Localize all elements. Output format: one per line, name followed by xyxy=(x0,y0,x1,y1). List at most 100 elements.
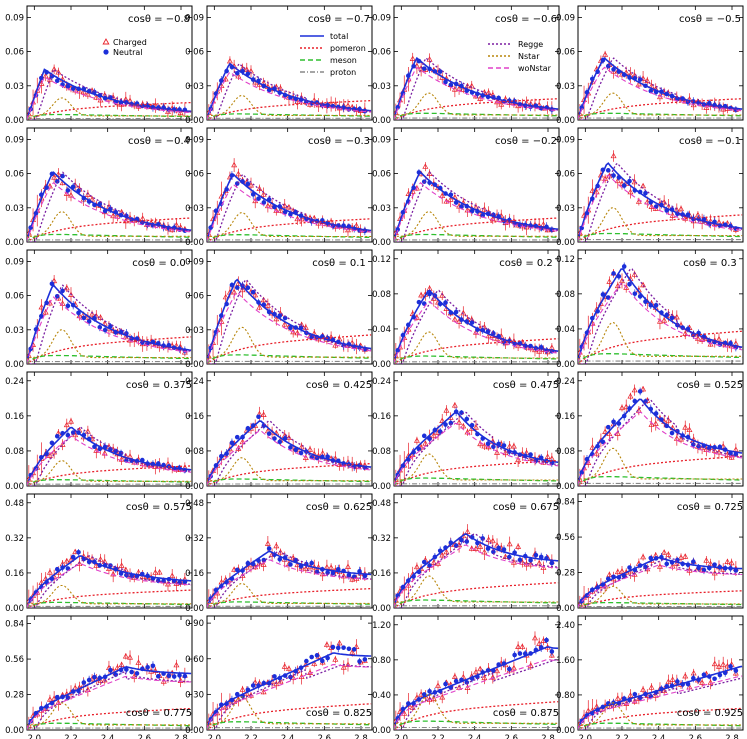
charged-point xyxy=(661,317,668,323)
neutral-point xyxy=(145,664,150,670)
charged-point xyxy=(394,476,399,482)
nstar-line xyxy=(27,584,192,608)
neutral-point xyxy=(611,173,616,178)
y-tick-label: 0.03 xyxy=(5,204,24,214)
charged-point xyxy=(68,418,74,424)
total-line xyxy=(578,556,743,608)
regge-line xyxy=(578,162,743,242)
charged-point xyxy=(699,679,706,685)
panel-19: 0.00 0.28 0.56 0.84 cosθ = 0.725 xyxy=(556,493,744,614)
charged-point xyxy=(498,101,505,107)
legend-label: Charged xyxy=(113,38,147,47)
y-tick-label: 0.03 xyxy=(185,326,204,336)
total-line xyxy=(27,426,192,486)
charged-point xyxy=(294,561,301,568)
charged-point xyxy=(732,670,739,676)
y-tick-label: 0.08 xyxy=(372,290,391,300)
nstar-line xyxy=(27,702,192,730)
regge-line xyxy=(27,426,192,486)
total-line xyxy=(578,162,743,242)
nstar-line xyxy=(578,92,743,120)
charged-point xyxy=(644,77,651,83)
panel-3: 0.00 0.03 0.06 0.09 cosθ = −0.5 xyxy=(556,5,744,126)
y-tick-label: 0.48 xyxy=(5,499,24,509)
panel-4: 0.00 0.03 0.06 0.09 cosθ = −0.4 xyxy=(5,127,193,248)
charged-point xyxy=(640,686,647,692)
y-tick-label: 0.16 xyxy=(372,412,391,422)
panel-frame xyxy=(577,371,744,487)
panel-frame xyxy=(577,615,744,731)
charged-point xyxy=(439,694,446,700)
total-line xyxy=(207,62,372,120)
charged-point xyxy=(222,293,229,300)
y-tick-label: 0.84 xyxy=(556,498,575,508)
panel-label: cosθ = −0.4 xyxy=(128,136,190,147)
charged-point xyxy=(439,292,446,298)
neutral-point xyxy=(507,666,512,672)
neutral-point xyxy=(304,658,309,664)
x-tick-label: 2.2 xyxy=(64,734,78,739)
neutral-point xyxy=(691,559,696,565)
regge-line xyxy=(394,171,559,242)
x-tick-label: 2.8 xyxy=(725,734,739,739)
wonstar-line xyxy=(27,435,192,486)
nstar-line xyxy=(207,326,372,363)
neutral-point xyxy=(469,208,475,214)
wonstar-line xyxy=(578,675,743,730)
neutral-point xyxy=(177,673,182,678)
neutral-point xyxy=(421,692,427,697)
panel-7: 0.00 0.03 0.06 0.09 cosθ = −0.1 xyxy=(556,127,744,248)
proton-line xyxy=(394,361,559,364)
neutral-point xyxy=(309,654,314,660)
neutral-point xyxy=(443,300,448,305)
y-tick-label: 0.04 xyxy=(372,325,391,335)
neutral-point xyxy=(335,645,341,651)
charged-point xyxy=(46,569,53,575)
y-tick-label: 0.03 xyxy=(556,82,575,92)
y-tick-label: 0.00 xyxy=(185,726,204,736)
panel-14: 0.00 0.08 0.16 0.24 cosθ = 0.475 xyxy=(372,371,560,492)
charged-point xyxy=(585,707,592,714)
legend-lines-a: total pomeron meson proton xyxy=(300,32,366,77)
charged-point xyxy=(665,551,672,557)
charged-point xyxy=(430,559,437,565)
charged-point xyxy=(548,651,555,658)
y-tick-label: 1.60 xyxy=(556,656,575,666)
charged-point xyxy=(515,643,522,650)
charged-point xyxy=(669,212,676,218)
charged-point xyxy=(294,215,301,222)
panel-6: 0.00 0.03 0.06 0.09 cosθ = −0.2 xyxy=(372,127,560,248)
neutral-point xyxy=(124,458,129,463)
x-tick-label: 2.6 xyxy=(505,734,519,739)
charged-point xyxy=(152,569,159,575)
neutral-point xyxy=(691,442,696,447)
proton-line xyxy=(394,239,559,242)
neutral-point xyxy=(256,196,261,201)
neutral-point xyxy=(464,416,470,422)
neutral-point xyxy=(653,302,659,308)
wonstar-line xyxy=(27,76,192,120)
proton-line xyxy=(578,239,743,242)
nstar-line xyxy=(207,583,372,608)
wonstar-line xyxy=(578,411,743,486)
y-tick-label: 0.12 xyxy=(556,255,575,265)
panel-15: 0.00 0.08 0.16 0.24 cosθ = 0.525 xyxy=(556,371,744,492)
regge-line xyxy=(27,171,192,242)
wonstar-line xyxy=(578,282,743,363)
pomeron-line xyxy=(27,707,192,730)
neutral-point xyxy=(712,562,717,567)
panel-label: cosθ = 0.775 xyxy=(126,708,192,719)
nstar-line xyxy=(578,585,743,608)
proton-line xyxy=(578,605,743,608)
charged-point xyxy=(451,673,458,679)
charged-point xyxy=(435,682,441,688)
neutral-point xyxy=(76,549,81,555)
proton-line xyxy=(27,483,192,486)
y-tick-label: 0.09 xyxy=(185,257,204,267)
neutral-point xyxy=(330,644,336,650)
x-tick-label: 2.4 xyxy=(101,734,115,739)
panel-0: 0.00 0.03 0.06 0.09 cosθ = −0.8 xyxy=(5,5,193,126)
charged-point xyxy=(652,420,659,426)
charged-point xyxy=(506,443,513,449)
charged-point xyxy=(540,221,547,227)
